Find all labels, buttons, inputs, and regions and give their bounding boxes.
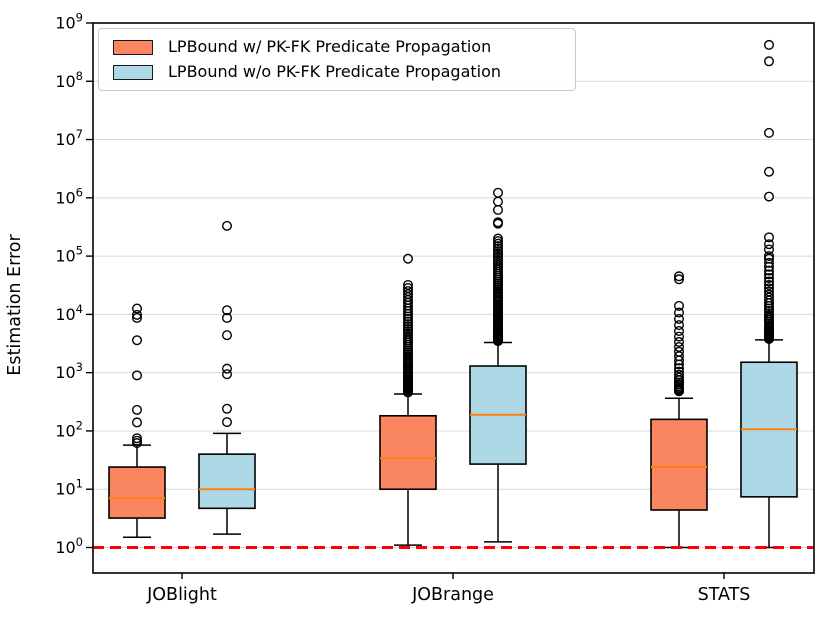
outlier-point-joblight-with <box>131 335 142 346</box>
outlier-point-stats-without <box>764 251 775 262</box>
outlier-point-stats-with <box>674 369 685 380</box>
outlier-point-joblight-with <box>131 312 142 323</box>
y-axis-tick-label: 104 <box>55 302 83 324</box>
box-joblight-without <box>198 453 256 510</box>
box-stats-with <box>650 418 708 511</box>
outlier-point-stats-with <box>674 372 685 383</box>
outlier-point-joblight-without <box>221 403 232 414</box>
outlier-point-stats-with <box>674 336 685 347</box>
outlier-point-stats-with <box>674 331 685 342</box>
outlier-point-stats-without <box>764 279 775 290</box>
outlier-point-jobrange-with <box>403 286 414 297</box>
outlier-point-joblight-without <box>221 312 232 323</box>
outlier-point-stats-with <box>674 325 685 336</box>
outlier-point-stats-without <box>764 166 775 177</box>
outlier-point-joblight-with <box>131 404 142 415</box>
outlier-point-jobrange-without <box>493 187 504 198</box>
y-axis-tick-label: 107 <box>55 127 83 149</box>
outlier-point-joblight-without <box>221 363 232 374</box>
outlier-point-jobrange-with <box>403 283 414 294</box>
outlier-point-stats-without <box>764 286 775 297</box>
y-axis-tick-label: 108 <box>55 69 83 91</box>
x-axis-label-stats: STATS <box>698 585 751 605</box>
box-jobrange-with <box>379 414 437 491</box>
outlier-point-stats-without <box>764 253 775 264</box>
outlier-point-jobrange-without <box>493 217 504 228</box>
x-axis-label-jobrange: JOBrange <box>411 585 494 605</box>
outlier-point-stats-with <box>674 366 685 377</box>
outlier-point-stats-without <box>764 283 775 294</box>
outlier-point-stats-with <box>674 341 685 352</box>
outlier-point-joblight-with <box>131 303 142 314</box>
outlier-point-joblight-without <box>221 305 232 316</box>
outlier-point-stats-with <box>674 274 685 285</box>
legend-swatch-with-pkfk <box>113 39 153 55</box>
outlier-point-stats-without <box>764 276 775 287</box>
outlier-point-stats-without <box>764 191 775 202</box>
outlier-point-jobrange-with <box>403 253 414 264</box>
outlier-point-jobrange-without <box>493 204 504 215</box>
outlier-point-joblight-without <box>221 220 232 231</box>
y-axis-tick-label: 106 <box>55 185 83 207</box>
outlier-point-jobrange-without <box>493 196 504 207</box>
x-axis-label-joblight: JOBlight <box>146 585 217 605</box>
outlier-point-stats-with <box>674 346 685 357</box>
outlier-point-stats-without <box>764 265 775 276</box>
y-axis-tick-label: 109 <box>55 10 83 32</box>
outlier-point-stats-without <box>764 39 775 50</box>
outlier-point-stats-without <box>764 127 775 138</box>
outlier-point-joblight-with <box>131 309 142 320</box>
outlier-point-joblight-without <box>221 417 232 428</box>
outlier-point-stats-with <box>674 313 685 324</box>
legend-swatch-without-pkfk <box>113 64 153 80</box>
outlier-point-jobrange-with <box>403 279 414 290</box>
outlier-point-stats-with <box>674 363 685 374</box>
outlier-point-stats-without <box>764 244 775 255</box>
outlier-point-stats-without <box>764 232 775 243</box>
outlier-point-stats-with <box>674 320 685 331</box>
outlier-point-stats-with <box>674 300 685 311</box>
outlier-point-stats-without <box>764 56 775 67</box>
outlier-point-stats-without <box>764 289 775 300</box>
y-axis-tick-label: 101 <box>55 477 83 499</box>
outlier-point-jobrange-without <box>493 233 504 244</box>
outlier-point-stats-without <box>764 292 775 303</box>
outlier-point-joblight-without <box>221 369 232 380</box>
outlier-point-joblight-without <box>221 330 232 341</box>
outlier-point-stats-without <box>764 257 775 268</box>
y-axis-title: Estimation Error <box>5 233 25 375</box>
y-axis-tick-label: 103 <box>55 360 83 382</box>
legend-label-with-pkfk: LPBound w/ PK-FK Predicate Propagation <box>168 37 492 56</box>
outlier-point-joblight-with <box>131 370 142 381</box>
outlier-point-stats-without <box>764 239 775 250</box>
box-joblight-with <box>108 466 166 519</box>
y-axis-tick-label: 100 <box>55 535 83 557</box>
legend-item-without-pkfk: LPBound w/o PK-FK Predicate Propagation <box>113 62 561 82</box>
outlier-point-stats-without <box>764 272 775 283</box>
legend-label-without-pkfk: LPBound w/o PK-FK Predicate Propagation <box>168 62 502 81</box>
outlier-point-stats-with <box>674 307 685 318</box>
legend: LPBound w/ PK-FK Predicate Propagation L… <box>98 28 576 91</box>
y-axis-tick-label: 105 <box>55 244 83 266</box>
outlier-point-stats-with <box>674 271 685 282</box>
y-axis-tick-label: 102 <box>55 418 83 440</box>
outlier-point-jobrange-without <box>493 236 504 247</box>
outlier-point-joblight-with <box>131 433 142 444</box>
outlier-point-stats-without <box>764 269 775 280</box>
outlier-point-joblight-with <box>131 417 142 428</box>
legend-item-with-pkfk: LPBound w/ PK-FK Predicate Propagation <box>113 37 561 57</box>
